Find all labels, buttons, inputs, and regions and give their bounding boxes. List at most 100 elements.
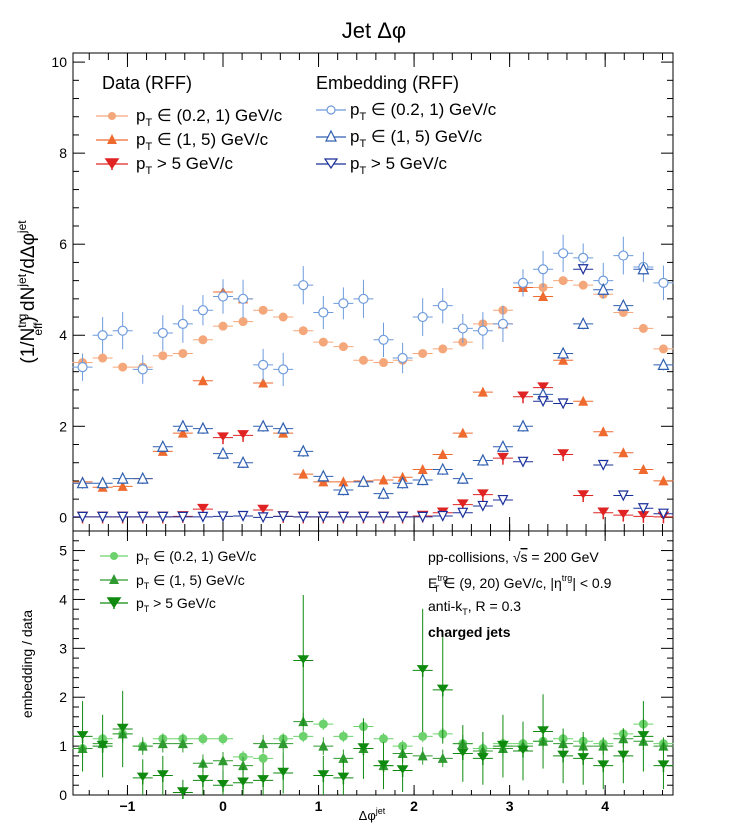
legend-data-high: pT > 5 GeV/c [96, 154, 233, 177]
legend-text-data-high: pT > 5 GeV/c [136, 154, 233, 177]
top-data-point [416, 473, 429, 486]
top-data-point [137, 364, 148, 375]
top-data-point [476, 489, 489, 502]
top-data-point [337, 511, 349, 523]
top-data-point [176, 419, 189, 432]
top-data-point [457, 427, 468, 438]
top-data-point [116, 471, 129, 484]
bottom-data-point [476, 753, 489, 765]
top-data-point [257, 419, 270, 432]
top-data-point [618, 250, 629, 261]
bottom-data-point [176, 787, 189, 800]
bottom-data-point [617, 750, 630, 763]
top-data-point [97, 511, 109, 523]
bottom-data-point [218, 755, 228, 766]
legend-marker-data-mid [107, 134, 117, 144]
x-tick-label: 0 [219, 798, 227, 814]
top-data-point [396, 476, 409, 489]
bottom-axes: 0 1 2 3 4 5 −1 0 1 2 3 4 [59, 530, 673, 814]
legend-marker-ratio-mid [109, 574, 119, 584]
bottom-data-point [258, 738, 269, 749]
x-axis-label: Δφjet [359, 806, 386, 823]
bottom-data-point [218, 734, 228, 744]
bottom-data-point [577, 753, 590, 765]
top-data-point [557, 346, 570, 359]
legend-ratio-mid: pT ∈ (1, 5) GeV/c [100, 572, 245, 591]
top-data-point [658, 475, 669, 486]
bottom-data-point [197, 775, 209, 787]
top-data-point [177, 511, 189, 523]
top-data-point [497, 452, 509, 465]
top-data-point [298, 280, 309, 291]
top-data-point [578, 252, 589, 263]
top-data-point [497, 494, 509, 506]
bottom-data-point [338, 752, 349, 763]
top-data-point [418, 348, 428, 358]
bottom-data-point [417, 750, 428, 761]
bottom-data-point [379, 734, 389, 744]
chart-title: Jet Δφ [342, 18, 406, 43]
top-data-point [457, 323, 468, 334]
top-data-point [377, 486, 390, 499]
x-tick-label: 3 [506, 798, 514, 814]
legend-marker-data-low [108, 112, 116, 120]
top-data-point [218, 321, 228, 331]
top-data-point [77, 511, 89, 523]
legend-emb-mid: pT ∈ (1, 5) GeV/c [316, 127, 483, 150]
top-data-point [617, 490, 629, 502]
legend-marker-emb-mid [325, 129, 337, 142]
legend-marker-ratio-low [110, 552, 118, 560]
top-data-point [338, 298, 349, 309]
legend-data-header: Data (RFF) [102, 73, 192, 93]
top-data-point [217, 446, 229, 459]
top-data-point [496, 439, 509, 452]
bottom-data-point [197, 757, 208, 768]
top-data-point [517, 456, 529, 468]
top-data-point [637, 503, 649, 515]
top-data-point [637, 262, 650, 275]
annotation-trigger: Etrg T ∈ (9, 20) GeV/c, |ηtrg| < 0.9 [428, 573, 612, 594]
legend-ratio-low: pT ∈ (0.2, 1) GeV/c [100, 548, 256, 567]
top-data-point [417, 464, 428, 475]
top-y-tick-label: 6 [59, 236, 67, 252]
top-legend: Data (RFF) Embedding (RFF) pT ∈ (0.2, 1)… [96, 73, 497, 177]
top-data-point [298, 326, 308, 336]
top-data-point [457, 507, 469, 519]
top-series-5 [72, 264, 674, 524]
top-data-point [157, 327, 168, 339]
annotation-collisions: pp-collisions, √s = 200 GeV [428, 549, 599, 565]
top-data-point [379, 358, 389, 368]
top-data-point [177, 318, 188, 329]
top-data-point [617, 509, 630, 522]
bottom-data-point [177, 738, 188, 749]
top-data-point [438, 344, 448, 354]
bottom-data-point [537, 726, 549, 738]
bottom-legend: pT ∈ (0.2, 1) GeV/c pT ∈ (1, 5) GeV/c pT… [100, 548, 256, 614]
top-data-point [177, 427, 188, 438]
bottom-data-point [76, 731, 89, 743]
top-y-tick-label: 2 [59, 418, 67, 434]
bottom-data-point [396, 765, 409, 778]
top-series-3 [72, 234, 674, 387]
top-data-point [117, 511, 129, 523]
x-tick-label: 1 [315, 798, 323, 814]
bottom-data-marks [72, 595, 674, 800]
top-data-point [517, 277, 529, 288]
bottom-y-tick-label: 1 [59, 738, 67, 754]
top-data-point [257, 512, 269, 524]
top-data-point [437, 300, 448, 311]
top-data-point [577, 264, 589, 276]
top-data-point [557, 449, 570, 462]
top-y-tick-label: 8 [59, 145, 67, 161]
top-data-point [258, 305, 268, 315]
top-axes: 0 2 4 6 8 10 [51, 53, 673, 531]
top-data-point [237, 293, 249, 304]
top-data-point [658, 344, 668, 354]
legend-emb-low: pT ∈ (0.2, 1) GeV/c [316, 100, 497, 123]
top-data-point [357, 474, 370, 487]
top-data-point [197, 305, 209, 316]
top-data-point [577, 490, 590, 502]
top-data-point [258, 377, 269, 388]
